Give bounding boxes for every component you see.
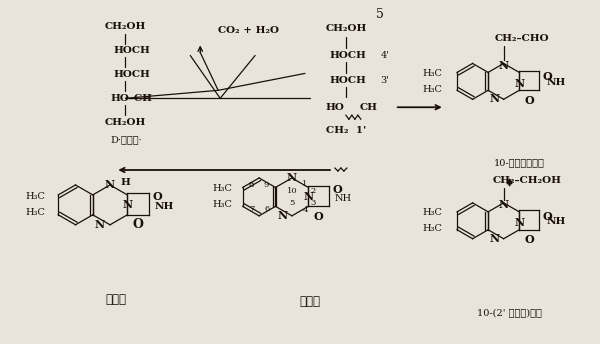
Text: HOCH: HOCH — [113, 70, 151, 79]
Text: CH₂OH: CH₂OH — [105, 118, 146, 127]
Text: NH: NH — [547, 78, 566, 87]
Text: HOCH: HOCH — [330, 76, 367, 85]
Text: CH₂–CH₂OH: CH₂–CH₂OH — [493, 176, 562, 185]
Text: O: O — [332, 184, 342, 195]
Text: H: H — [121, 179, 130, 187]
Text: N: N — [499, 200, 509, 211]
Text: N: N — [122, 200, 133, 211]
Text: 5: 5 — [289, 198, 295, 207]
Text: H₃C: H₃C — [423, 69, 443, 78]
Text: H₃C: H₃C — [26, 208, 46, 217]
Text: N: N — [499, 60, 509, 71]
Text: HOCH: HOCH — [330, 51, 367, 60]
Text: CH₂  1': CH₂ 1' — [326, 126, 366, 135]
Text: N: N — [490, 94, 500, 105]
Text: 核黄素: 核黄素 — [299, 295, 320, 308]
Text: 1: 1 — [302, 180, 308, 188]
Text: N: N — [514, 78, 524, 89]
Text: H₃C: H₃C — [423, 85, 443, 94]
Text: H₃C: H₃C — [423, 208, 443, 217]
Text: O: O — [152, 191, 162, 202]
Text: O: O — [314, 211, 323, 222]
Text: NH: NH — [154, 202, 174, 211]
Text: N: N — [514, 217, 524, 228]
Text: HOCH: HOCH — [113, 46, 151, 55]
Text: CH₂–CHO: CH₂–CHO — [494, 34, 549, 43]
Text: N: N — [490, 233, 500, 244]
Text: O: O — [133, 218, 144, 231]
Text: 10-(2' 羟乙基)黄素: 10-(2' 羟乙基)黄素 — [477, 308, 542, 317]
Text: O: O — [542, 71, 552, 82]
Text: O: O — [542, 211, 552, 222]
Text: 3: 3 — [310, 198, 316, 207]
Text: N: N — [277, 210, 287, 221]
Text: H₃C: H₃C — [26, 192, 46, 201]
Text: N: N — [105, 180, 115, 191]
Text: 6: 6 — [264, 205, 269, 213]
Text: 4: 4 — [302, 206, 308, 214]
Text: H₃C: H₃C — [423, 224, 443, 233]
Text: 3': 3' — [380, 76, 389, 85]
Text: CH: CH — [360, 103, 378, 112]
Text: O: O — [524, 95, 534, 106]
Text: 光色素: 光色素 — [105, 293, 126, 306]
Text: H₃C: H₃C — [212, 200, 232, 209]
Text: CH₂OH: CH₂OH — [105, 22, 146, 31]
Text: D·核糖醇·: D·核糖醇· — [110, 136, 142, 144]
Text: 8: 8 — [249, 181, 254, 189]
Text: H₃C: H₃C — [212, 184, 232, 193]
Text: 10-甲酰甲基黄素: 10-甲酰甲基黄素 — [494, 159, 545, 168]
Text: 7: 7 — [249, 205, 254, 213]
Text: CH₂OH: CH₂OH — [325, 24, 367, 33]
Text: N: N — [304, 191, 313, 202]
Text: NH: NH — [547, 217, 566, 226]
Text: N: N — [287, 172, 297, 183]
Text: 9: 9 — [264, 181, 269, 189]
Text: 5: 5 — [376, 8, 384, 21]
Text: 2: 2 — [310, 187, 316, 195]
Text: NH: NH — [334, 194, 352, 203]
Text: 10: 10 — [287, 187, 297, 195]
Text: HO: HO — [326, 103, 345, 112]
Text: N: N — [95, 219, 105, 230]
Text: HO–CH: HO–CH — [110, 94, 152, 103]
Text: 4': 4' — [380, 51, 389, 60]
Text: O: O — [524, 234, 534, 245]
Text: CO₂ + H₂O: CO₂ + H₂O — [218, 26, 278, 35]
